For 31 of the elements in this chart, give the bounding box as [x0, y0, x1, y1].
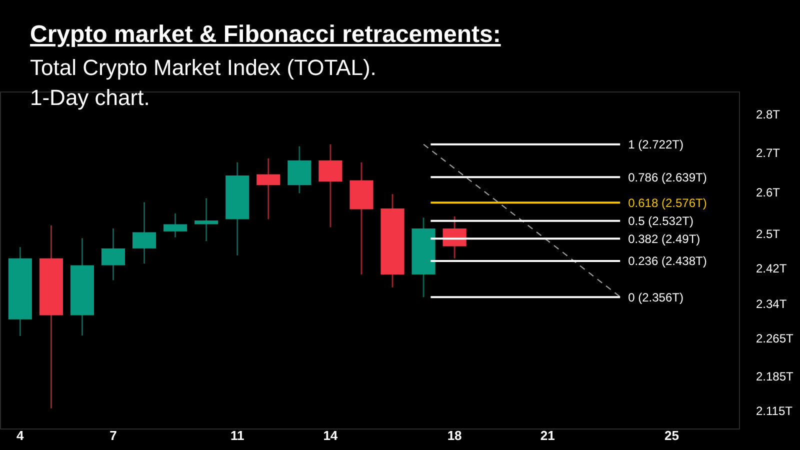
ref-line-label: 0.618 (2.576T)	[628, 196, 707, 210]
y-tick-label: 2.34T	[756, 297, 788, 312]
y-tick-label: 2.185T	[756, 370, 794, 384]
x-tick-label: 11	[230, 428, 244, 443]
ref-line-label: 0.786 (2.639T)	[628, 170, 707, 184]
x-tick-label: 18	[447, 428, 462, 443]
candlestick	[132, 202, 156, 264]
candlestick	[318, 144, 342, 228]
ref-line-label: 1 (2.722T)	[628, 138, 684, 152]
ref-line-label: 0.382 (2.49T)	[628, 232, 700, 246]
candlestick	[256, 158, 280, 220]
candlestick	[164, 212, 188, 238]
ref-line-label: 0 (2.356T)	[628, 290, 684, 304]
y-tick-label: 2.5T	[756, 227, 781, 242]
candlestick	[194, 197, 218, 242]
y-tick-label: 2.42T	[756, 262, 788, 276]
chart-subtitle: Total Crypto Market Index (TOTAL). 1-Day chart.	[30, 55, 376, 110]
y-tick-label: 2.6T	[756, 186, 781, 200]
x-tick-label: 25	[664, 428, 679, 443]
x-tick-label: 7	[110, 428, 117, 443]
ref-line-label: 0.236 (2.438T)	[628, 254, 707, 268]
x-tick-label: 4	[16, 428, 25, 443]
y-tick-label: 2.265T	[756, 332, 794, 346]
y-tick-label: 2.7T	[756, 146, 781, 160]
chart-title: Crypto market & Fibonacci retracements:	[30, 21, 501, 48]
y-tick-label: 2.8T	[756, 107, 781, 122]
candlestick	[101, 228, 126, 281]
x-tick-label: 21	[540, 428, 555, 443]
y-tick-label: 2.115T	[756, 404, 794, 418]
x-tick-label: 14	[323, 428, 338, 443]
ref-line-label: 0.5 (2.532T)	[628, 214, 694, 228]
